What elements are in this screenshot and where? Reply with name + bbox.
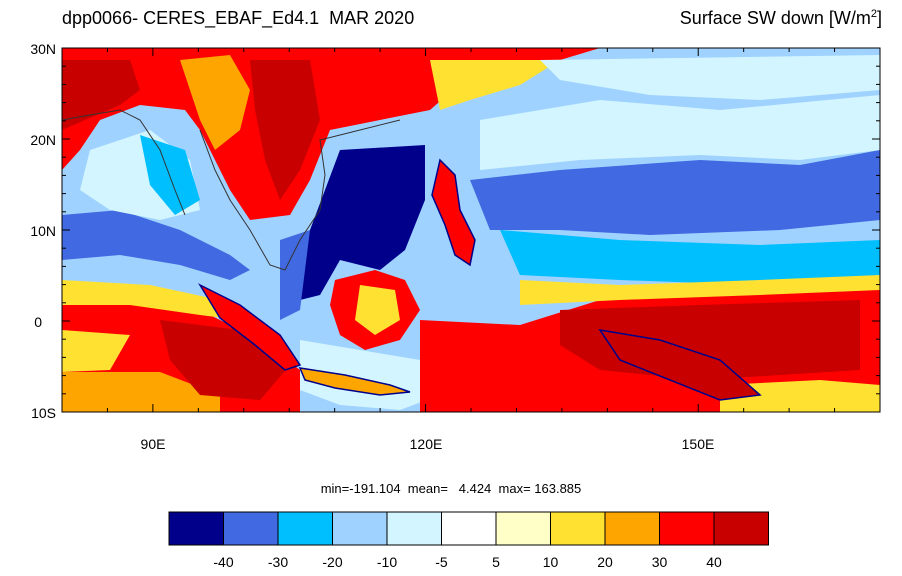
colorbar-box: [550, 511, 606, 546]
dark-red-india: [62, 60, 140, 130]
yellow-band-south-west: [62, 280, 240, 320]
coastline-india: [62, 109, 186, 216]
bay-of-bengal-blue: [62, 210, 250, 280]
map-area: [62, 48, 880, 412]
lat-label-20n: 20N: [30, 132, 56, 148]
lon-label-120e: 120E: [410, 436, 443, 452]
lon-label-150e: 150E: [682, 436, 715, 452]
colorbar-label: -20: [322, 554, 342, 570]
unit-exponent: 2: [870, 8, 877, 20]
pacific-blue-band: [470, 150, 880, 235]
dark-red-indochina: [250, 60, 320, 200]
colorbar-label: 20: [597, 554, 613, 570]
philippines: [431, 158, 476, 267]
colorbar-label: -40: [213, 554, 233, 570]
orange-band-north: [180, 55, 250, 150]
lat-label-10s: 10S: [31, 405, 56, 421]
colorbar-label: 10: [543, 554, 559, 570]
yellow-strip-java-sea: [62, 330, 130, 372]
variable-title-close: ]: [876, 8, 882, 28]
lon-label-90e: 90E: [141, 436, 166, 452]
colorbar-label: 5: [492, 554, 500, 570]
colorbar-box: [332, 511, 388, 546]
lat-label-30n: 30N: [30, 41, 56, 57]
colorbar-label: -5: [435, 554, 448, 570]
light-blue-bengal: [140, 135, 200, 215]
colorbar-box: [386, 511, 442, 546]
colorbar-box: [713, 511, 769, 546]
axis-ticks: [61, 47, 881, 413]
colorbar-label: -30: [268, 554, 288, 570]
pale-band-north: [540, 55, 880, 100]
colorbar-box: [277, 511, 333, 546]
variable-title: Surface SW down [W/m2]: [680, 8, 882, 29]
colorbar-label: 30: [652, 554, 668, 570]
yellow-patch-south: [720, 380, 880, 412]
colorbar-label: -10: [377, 554, 397, 570]
colorbar-label: 40: [706, 554, 722, 570]
colorbar-box: [495, 511, 551, 546]
colorbar-labels: -40 -30 -20 -10 -5 5 10 20 30 40: [213, 554, 722, 570]
statistics-line: min=-191.104 mean= 4.424 max= 163.885: [320, 481, 582, 496]
java: [298, 367, 411, 396]
pacific-light-blue: [500, 230, 880, 285]
blue-margin-scs: [280, 230, 310, 320]
lat-label-10n: 10N: [30, 223, 56, 239]
dark-red-south: [160, 320, 290, 400]
orange-strip-south: [62, 372, 220, 412]
yellow-band-north: [430, 60, 560, 110]
colorbar-box: [659, 511, 715, 546]
colorbar-box: [223, 511, 279, 546]
sumatra: [198, 283, 302, 371]
plot-title: dpp0066- CERES_EBAF_Ed4.1 MAR 2020: [62, 8, 415, 28]
colorbar-box: [441, 511, 497, 546]
colorbar-box: [604, 511, 660, 546]
lat-label-0: 0: [34, 314, 42, 330]
variable-title-text: Surface SW down [W/m: [679, 8, 871, 28]
south-china-sea-dark-blue: [290, 145, 425, 300]
colorbar: [168, 511, 769, 546]
pacific-pale-band: [480, 95, 880, 170]
colorbar-box: [168, 511, 224, 546]
coastline-indochina: [199, 119, 401, 271]
new-guinea: [598, 328, 762, 401]
yellow-band-south-east: [520, 275, 880, 305]
borneo-yellow: [355, 285, 400, 335]
